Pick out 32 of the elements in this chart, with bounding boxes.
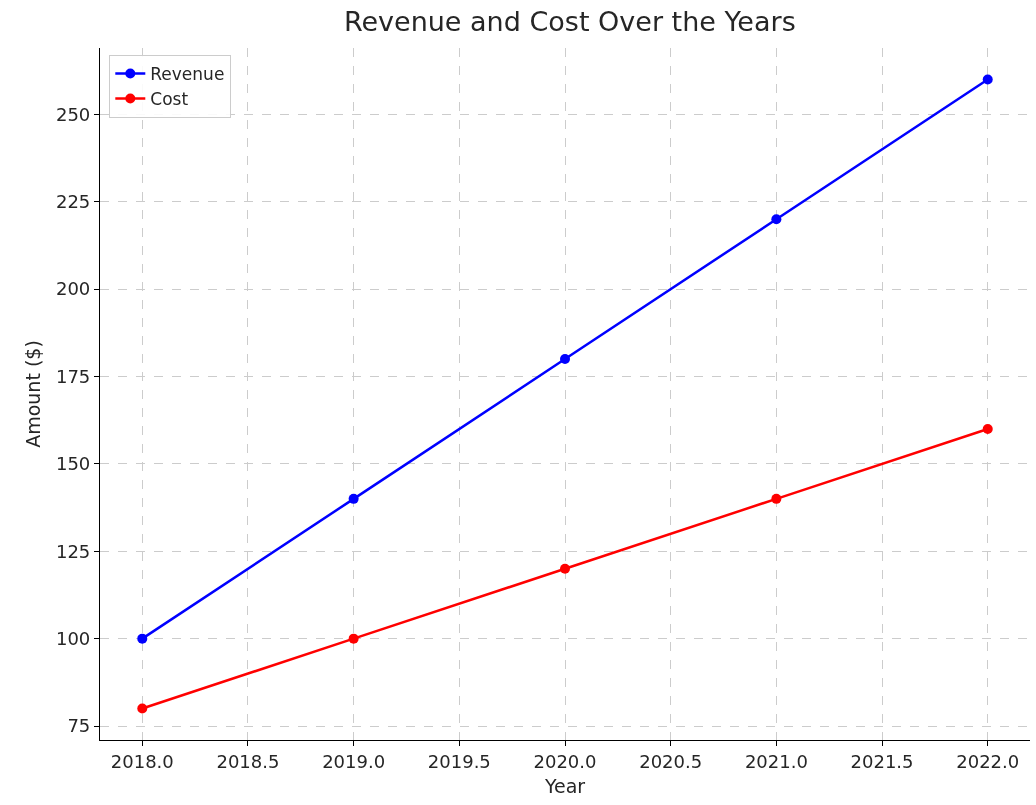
point [560,563,570,574]
x-tick-label: 2021.5 [850,750,914,772]
y-tick-label: 75 [67,715,91,737]
x-tick-label: 2019.0 [322,750,386,772]
legend-label: Cost [150,89,189,110]
y-tick-label: 200 [55,278,91,300]
point [137,703,148,714]
point [348,633,359,644]
point [982,423,993,434]
x-tick-label: 2018.0 [110,750,174,772]
point [771,214,782,225]
point [137,633,148,644]
point [560,354,570,365]
y-tick-label: 150 [55,453,91,475]
x-axis-title: Year [543,774,586,797]
chart-title: Revenue and Cost Over the Years [343,5,796,37]
x-tick-label: 2021.0 [744,750,808,772]
y-tick-label: 225 [55,191,91,213]
x-tick-label: 2019.5 [427,750,491,772]
x-tick-label: 2020.0 [533,750,597,772]
y-tick-label: 100 [55,627,91,649]
point [348,493,359,504]
x-tick-label: 2020.5 [639,750,703,772]
point [982,74,993,85]
x-tick-label: 2022.0 [956,750,1020,772]
y-tick-label: 175 [55,365,91,387]
y-tick-label: 125 [55,540,91,562]
y-axis-title: Amount ($) [21,340,44,448]
legend-label: Revenue [150,64,225,85]
y-tick-label: 250 [55,103,91,125]
point [771,493,782,504]
x-tick-label: 2018.5 [216,750,280,772]
